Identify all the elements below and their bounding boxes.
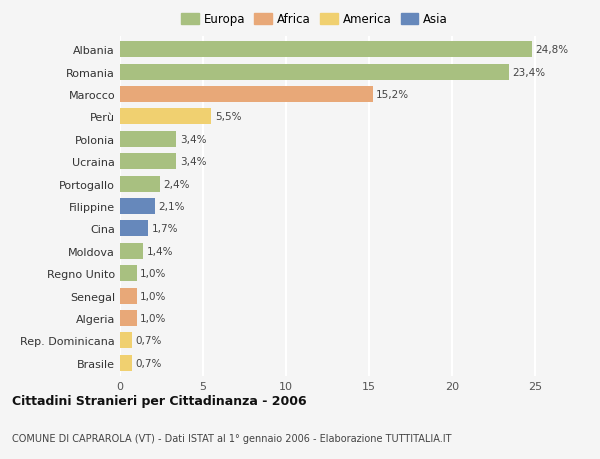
Bar	[120, 131, 176, 147]
Text: 3,4%: 3,4%	[180, 157, 206, 167]
Bar	[120, 288, 137, 304]
Bar	[120, 310, 137, 326]
Text: 1,4%: 1,4%	[146, 246, 173, 256]
Text: 5,5%: 5,5%	[215, 112, 241, 122]
Legend: Europa, Africa, America, Asia: Europa, Africa, America, Asia	[176, 9, 452, 31]
Bar	[120, 109, 211, 125]
Bar	[120, 42, 532, 58]
Text: 24,8%: 24,8%	[535, 45, 569, 55]
Text: 2,1%: 2,1%	[158, 202, 185, 212]
Text: 0,7%: 0,7%	[135, 336, 161, 346]
Bar	[120, 333, 131, 349]
Text: COMUNE DI CAPRAROLA (VT) - Dati ISTAT al 1° gennaio 2006 - Elaborazione TUTTITAL: COMUNE DI CAPRAROLA (VT) - Dati ISTAT al…	[12, 433, 452, 442]
Text: Cittadini Stranieri per Cittadinanza - 2006: Cittadini Stranieri per Cittadinanza - 2…	[12, 394, 307, 407]
Text: 0,7%: 0,7%	[135, 358, 161, 368]
Text: 1,0%: 1,0%	[140, 269, 166, 279]
Bar	[120, 64, 509, 80]
Bar	[120, 198, 155, 215]
Bar	[120, 176, 160, 192]
Text: 23,4%: 23,4%	[512, 67, 545, 78]
Text: 1,0%: 1,0%	[140, 313, 166, 323]
Text: 2,4%: 2,4%	[163, 179, 190, 189]
Bar	[120, 154, 176, 170]
Text: 1,0%: 1,0%	[140, 291, 166, 301]
Text: 3,4%: 3,4%	[180, 134, 206, 145]
Bar	[120, 87, 373, 103]
Bar	[120, 355, 131, 371]
Text: 1,7%: 1,7%	[152, 224, 178, 234]
Bar	[120, 243, 143, 259]
Text: 15,2%: 15,2%	[376, 90, 409, 100]
Bar	[120, 221, 148, 237]
Bar	[120, 266, 137, 282]
